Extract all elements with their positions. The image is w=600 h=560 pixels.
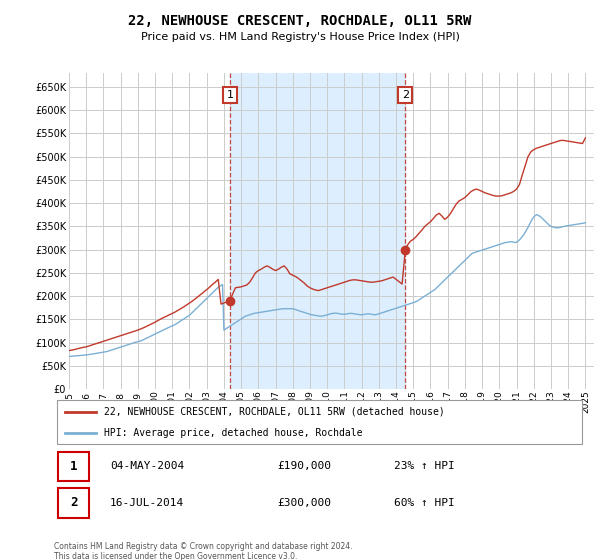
Text: HPI: Average price, detached house, Rochdale: HPI: Average price, detached house, Roch… xyxy=(104,428,363,438)
FancyBboxPatch shape xyxy=(58,452,89,481)
Text: 16-JUL-2014: 16-JUL-2014 xyxy=(110,498,184,508)
FancyBboxPatch shape xyxy=(58,488,89,517)
Text: 1: 1 xyxy=(226,90,233,100)
Text: Contains HM Land Registry data © Crown copyright and database right 2024.
This d: Contains HM Land Registry data © Crown c… xyxy=(54,542,353,560)
FancyBboxPatch shape xyxy=(56,400,583,444)
Text: 04-MAY-2004: 04-MAY-2004 xyxy=(110,461,184,472)
Text: 22, NEWHOUSE CRESCENT, ROCHDALE, OL11 5RW: 22, NEWHOUSE CRESCENT, ROCHDALE, OL11 5R… xyxy=(128,14,472,28)
Text: 2: 2 xyxy=(402,90,409,100)
Text: £190,000: £190,000 xyxy=(277,461,331,472)
Text: 2: 2 xyxy=(70,496,77,510)
Text: 23% ↑ HPI: 23% ↑ HPI xyxy=(394,461,455,472)
Text: 22, NEWHOUSE CRESCENT, ROCHDALE, OL11 5RW (detached house): 22, NEWHOUSE CRESCENT, ROCHDALE, OL11 5R… xyxy=(104,407,445,417)
Text: 60% ↑ HPI: 60% ↑ HPI xyxy=(394,498,455,508)
Text: £300,000: £300,000 xyxy=(277,498,331,508)
Bar xyxy=(230,73,406,389)
Text: 1: 1 xyxy=(70,460,77,473)
Text: Price paid vs. HM Land Registry's House Price Index (HPI): Price paid vs. HM Land Registry's House … xyxy=(140,32,460,43)
